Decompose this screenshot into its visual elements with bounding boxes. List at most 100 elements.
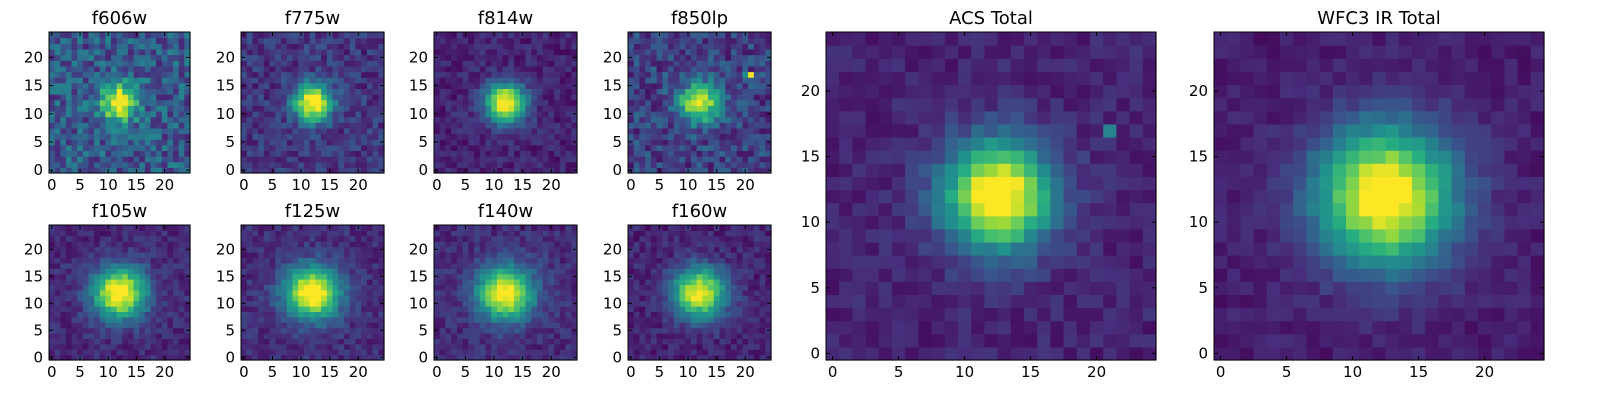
heatmap-cell xyxy=(173,116,180,123)
heatmap-cell xyxy=(111,110,118,118)
heatmap-cell xyxy=(65,279,73,285)
heatmap-cell xyxy=(668,82,675,89)
heatmap-cell xyxy=(479,32,487,39)
heatmap-cell xyxy=(496,71,504,78)
heatmap-cell xyxy=(184,105,191,112)
heatmap-cell xyxy=(361,252,368,258)
heatmap-cell xyxy=(439,48,447,56)
heatmap-cell xyxy=(116,37,123,44)
heatmap-cell xyxy=(719,116,726,123)
heatmap-cell xyxy=(173,139,180,146)
heatmap-cell xyxy=(536,343,544,350)
heatmap-cell xyxy=(303,65,311,73)
heatmap-cell xyxy=(462,311,469,318)
heatmap-cell xyxy=(662,105,669,112)
heatmap-cell xyxy=(439,71,447,78)
heatmap-cell xyxy=(156,300,163,307)
heatmap-cell xyxy=(338,48,345,56)
heatmap-cell xyxy=(88,252,95,258)
heatmap-cell xyxy=(536,54,544,61)
heatmap-cell xyxy=(713,82,721,89)
heatmap-cell xyxy=(753,156,761,163)
heatmap-cell xyxy=(241,127,248,135)
heatmap-cell xyxy=(315,295,322,302)
heatmap-cell xyxy=(269,54,276,61)
heatmap-cell xyxy=(263,48,271,56)
heatmap-cell xyxy=(167,241,174,248)
heatmap-cell xyxy=(241,257,248,264)
heatmap-cell xyxy=(178,241,185,248)
heatmap-cell xyxy=(366,262,374,269)
heatmap-cell xyxy=(571,105,578,112)
heatmap-cell xyxy=(650,306,658,312)
heatmap-cell xyxy=(94,230,101,237)
heatmap-cell xyxy=(292,273,299,280)
heatmap-cell xyxy=(60,110,67,118)
heatmap-cell xyxy=(355,94,362,101)
heatmap-cell xyxy=(144,316,152,323)
heatmap-cell xyxy=(309,54,316,61)
heatmap-cell xyxy=(54,88,61,95)
y-tick-label: 20 xyxy=(409,240,428,258)
heatmap-cell xyxy=(759,127,766,135)
heatmap-cell xyxy=(321,284,328,291)
heatmap-cell xyxy=(633,105,641,112)
heatmap-cell xyxy=(531,167,538,174)
heatmap-cell xyxy=(468,279,475,285)
heatmap-cell xyxy=(713,279,721,285)
heatmap-cell xyxy=(485,311,492,318)
heatmap-cell xyxy=(167,279,174,285)
heatmap-cell xyxy=(565,306,572,312)
heatmap-cell xyxy=(748,306,755,312)
heatmap-cell xyxy=(82,167,90,174)
heatmap-cell xyxy=(105,60,112,67)
heatmap-cell xyxy=(753,343,761,350)
heatmap-cell xyxy=(479,322,487,329)
heatmap-cell xyxy=(167,300,174,307)
heatmap-cell xyxy=(491,311,498,318)
heatmap-cell xyxy=(60,77,67,84)
heatmap-cell xyxy=(275,338,282,345)
heatmap-cell xyxy=(127,150,135,157)
heatmap-cell xyxy=(161,161,169,168)
heatmap-cell xyxy=(71,225,78,231)
heatmap-cell xyxy=(298,88,305,95)
heatmap-cell xyxy=(519,127,527,135)
heatmap-cell xyxy=(748,295,755,302)
heatmap-cell xyxy=(332,316,339,323)
heatmap-cell xyxy=(571,43,578,50)
heatmap-cell xyxy=(150,161,157,168)
heatmap-cell xyxy=(662,295,669,302)
heatmap-cell xyxy=(725,116,732,123)
heatmap-cell xyxy=(343,257,351,264)
heatmap-cell xyxy=(565,322,572,329)
heatmap-cell xyxy=(633,273,641,280)
heatmap-cell xyxy=(434,268,441,275)
heatmap-cell xyxy=(519,338,527,345)
heatmap-cell xyxy=(88,241,95,248)
heatmap-cell xyxy=(519,343,527,350)
heatmap-cell xyxy=(275,343,282,350)
heatmap-cell xyxy=(639,60,646,67)
heatmap-cell xyxy=(111,127,118,135)
heatmap-cell xyxy=(54,343,61,350)
heatmap-cell xyxy=(111,235,118,242)
heatmap-cell xyxy=(361,333,368,339)
heatmap-cell xyxy=(60,262,67,269)
heatmap-cell xyxy=(759,284,766,291)
heatmap-cell xyxy=(116,116,123,123)
heatmap-cell xyxy=(491,99,498,106)
heatmap-cell xyxy=(246,235,254,242)
heatmap-cell xyxy=(133,284,140,291)
heatmap-cell xyxy=(111,338,118,345)
heatmap-cell xyxy=(502,43,509,50)
heatmap-cell xyxy=(116,284,123,291)
heatmap-cell xyxy=(54,77,61,84)
heatmap-cell xyxy=(366,273,374,280)
heatmap-cell xyxy=(548,273,555,280)
heatmap-cell xyxy=(719,105,726,112)
heatmap-cell xyxy=(673,333,681,339)
heatmap-cell xyxy=(445,32,452,39)
heatmap-cell xyxy=(241,311,248,318)
heatmap-cell xyxy=(514,284,521,291)
